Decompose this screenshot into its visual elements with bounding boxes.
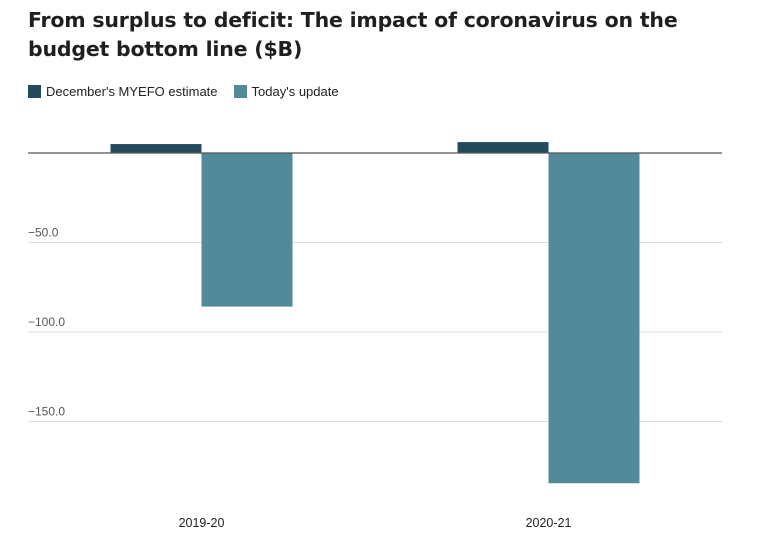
legend-label-myefo: December's MYEFO estimate bbox=[46, 84, 218, 99]
chart-title: From surplus to deficit: The impact of c… bbox=[28, 8, 678, 61]
legend-item-update: Today's update bbox=[233, 84, 339, 99]
x-tick-label-0: 2019-20 bbox=[179, 516, 225, 530]
bar-2019-20-s0 bbox=[110, 144, 202, 153]
bar-2019-20-s1 bbox=[201, 153, 293, 307]
chart-legend: December's MYEFO estimate Today's update bbox=[28, 84, 355, 99]
legend-item-myefo: December's MYEFO estimate bbox=[28, 84, 218, 99]
y-tick-label-2: −150.0 bbox=[28, 405, 65, 419]
bar-2020-21-s0 bbox=[457, 142, 549, 153]
y-tick-label-0: −50.0 bbox=[28, 226, 59, 240]
y-tick-label-1: −100.0 bbox=[28, 315, 65, 329]
bar-2020-21-s1 bbox=[548, 153, 640, 484]
legend-label-update: Today's update bbox=[251, 84, 339, 99]
legend-swatch-update bbox=[233, 85, 247, 98]
x-tick-label-1: 2020-21 bbox=[526, 516, 572, 530]
legend-swatch-myefo bbox=[28, 85, 41, 98]
